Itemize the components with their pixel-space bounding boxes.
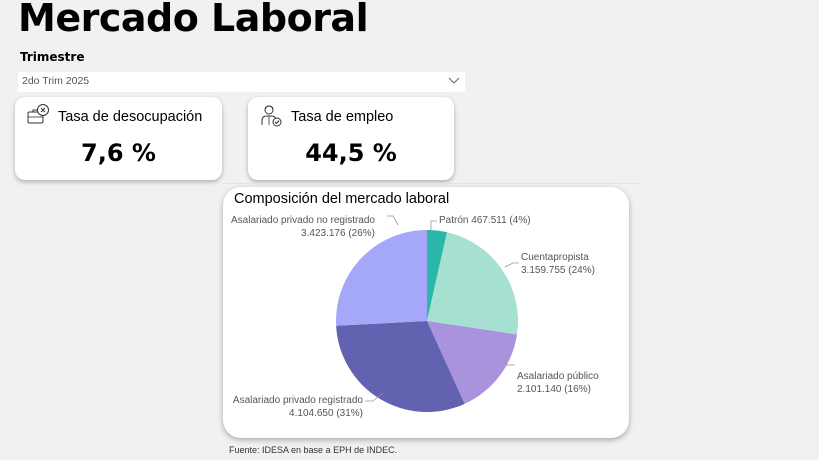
data-label-privado-no-registrado: Asalariado privado no registrado 3.423.17…	[231, 215, 375, 239]
data-label-publico: Asalariado público 2.101.140 (16%)	[517, 371, 599, 395]
chevron-down-icon[interactable]	[447, 75, 461, 87]
source-note: Fuente: IDESA en base a EPH de INDEC.	[229, 445, 398, 455]
slicer-label: Trimestre	[20, 50, 85, 64]
pie-slices[interactable]	[335, 230, 519, 412]
page-title: Mercado Laboral	[18, 0, 369, 40]
kpi-value: 44,5 %	[305, 139, 397, 167]
unemployment-briefcase-icon	[27, 104, 49, 124]
data-label-patron: Patrón 467.511 (4%)	[439, 215, 531, 226]
dropdown-selected-value: 2do Trim 2025	[22, 75, 90, 87]
pie-slice-asalariado-privado-registrado[interactable]	[336, 321, 465, 412]
pie-chart	[335, 215, 519, 412]
data-label-privado-registrado: Asalariado privado registrado 4.104.650 (…	[232, 395, 363, 419]
kpi-card-empleo: Tasa de empleo 44,5 %	[248, 97, 454, 180]
kpi-title: Tasa de desocupación	[58, 109, 203, 125]
kpi-value: 7,6 %	[81, 139, 156, 167]
leader-lines	[365, 215, 519, 402]
pie-slice-asalariado-público[interactable]	[427, 321, 517, 404]
pie-slice-patrón[interactable]	[427, 230, 447, 321]
trimestre-dropdown[interactable]: 2do Trim 2025	[18, 72, 465, 92]
chart-title: Composición del mercado laboral	[234, 191, 450, 207]
pie-slice-cuentapropista[interactable]	[427, 232, 519, 335]
data-label-cuentapropista: Cuentapropista 3.159.755 (24%)	[521, 252, 595, 276]
pie-slice-asalariado-privado-no-registrado[interactable]	[335, 230, 427, 326]
pie-chart-card: Composición del mercado laboral Patrón 4…	[223, 187, 629, 438]
kpi-card-desocupacion: Tasa de desocupación 7,6 %	[15, 97, 222, 180]
kpi-title: Tasa de empleo	[291, 109, 394, 125]
employed-person-icon	[261, 105, 282, 127]
divider	[222, 183, 640, 184]
